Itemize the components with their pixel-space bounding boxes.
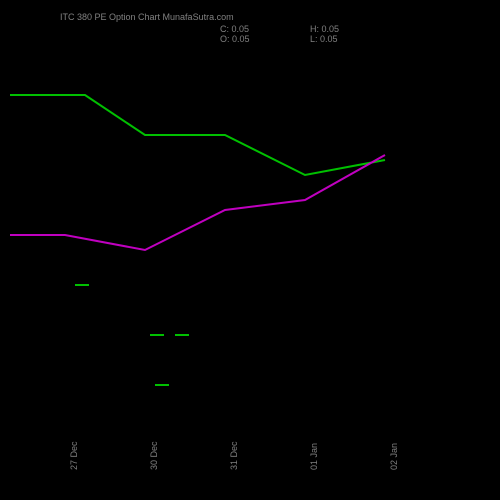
- x-axis-labels: 27 Dec 30 Dec 31 Dec 01 Jan 02 Jan: [0, 430, 500, 480]
- x-label: 31 Dec: [229, 441, 239, 470]
- series-lower-line: [10, 155, 385, 250]
- high-row: H: 0.05: [310, 24, 339, 34]
- open-value: 0.05: [232, 34, 250, 44]
- high-value: 0.05: [322, 24, 340, 34]
- x-label: 27 Dec: [69, 441, 79, 470]
- x-label: 01 Jan: [309, 443, 319, 470]
- chart-title: ITC 380 PE Option Chart MunafaSutra.com: [60, 12, 234, 22]
- open-label: O:: [220, 34, 230, 44]
- series-upper-line: [10, 95, 385, 175]
- x-label: 02 Jan: [389, 443, 399, 470]
- low-value: 0.05: [320, 34, 338, 44]
- open-row: O: 0.05: [220, 34, 250, 44]
- low-row: L: 0.05: [310, 34, 339, 44]
- chart-area: [10, 55, 490, 435]
- low-label: L:: [310, 34, 318, 44]
- ohlc-col-1: C: 0.05 O: 0.05: [220, 24, 250, 44]
- close-value: 0.05: [232, 24, 250, 34]
- chart-svg: [10, 55, 490, 435]
- high-label: H:: [310, 24, 319, 34]
- close-label: C:: [220, 24, 229, 34]
- x-label: 30 Dec: [149, 441, 159, 470]
- ohlc-col-2: H: 0.05 L: 0.05: [310, 24, 339, 44]
- close-row: C: 0.05: [220, 24, 250, 34]
